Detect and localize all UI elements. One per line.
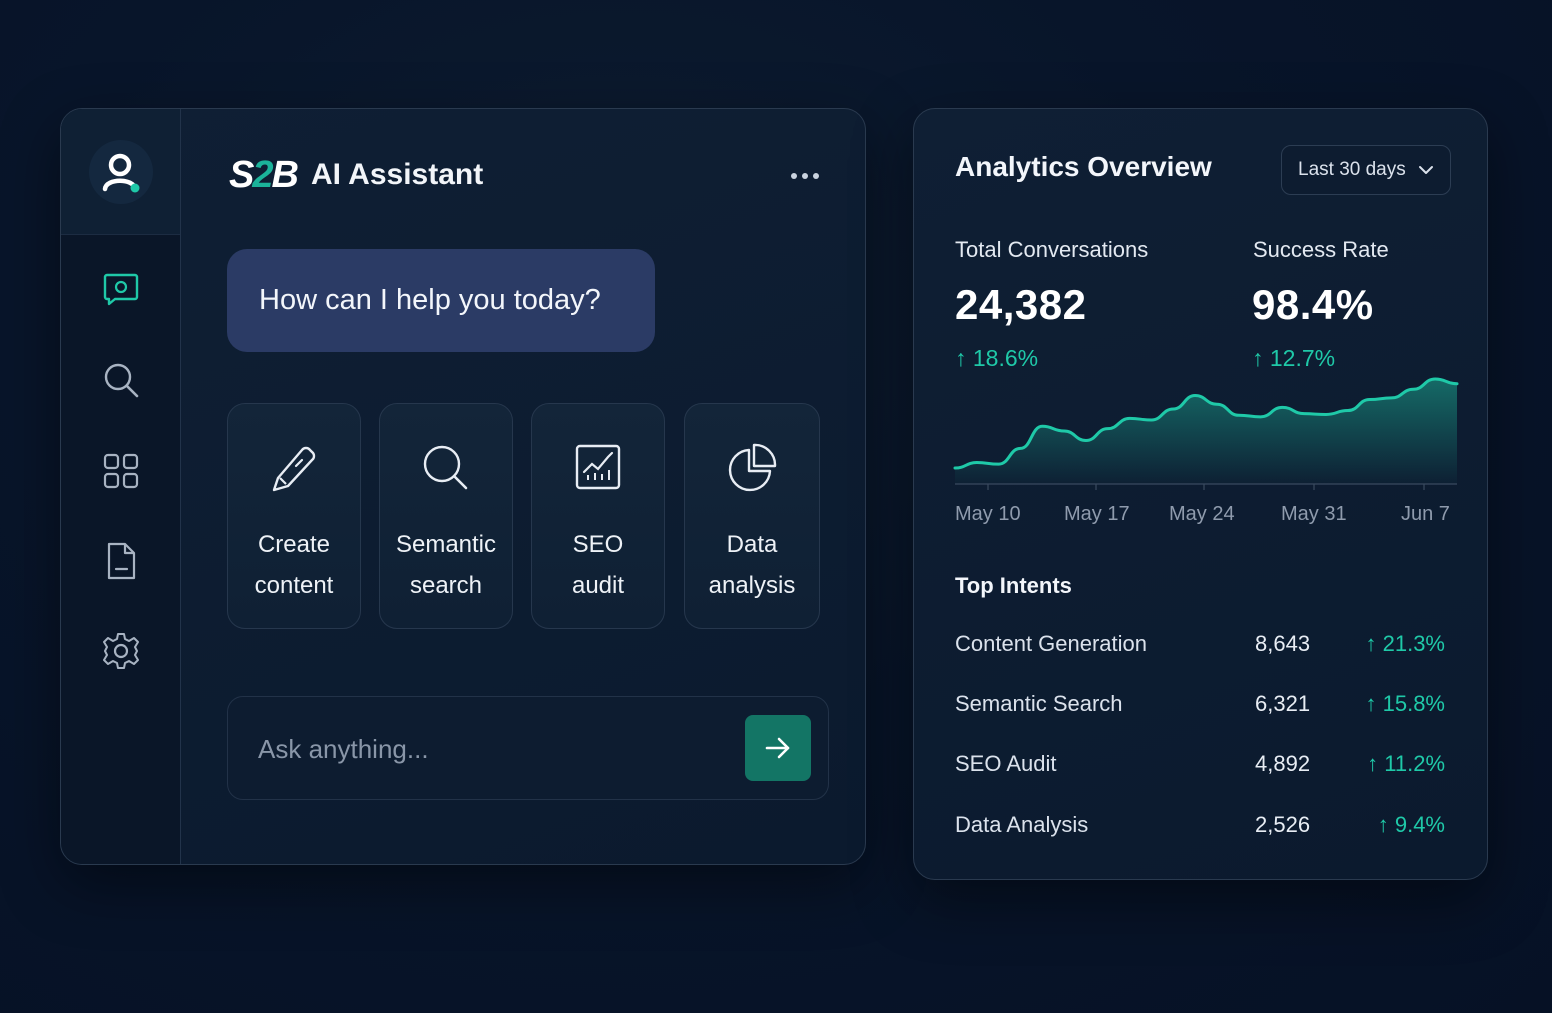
x-axis-ticks <box>987 484 1425 490</box>
intent-name: Data Analysis <box>955 812 1089 837</box>
stat-label-success-rate: Success Rate <box>1253 237 1389 262</box>
assistant-header: S2B AI Assistant <box>229 153 483 197</box>
action-label-line1: Data <box>726 531 778 558</box>
stat-delta-success-rate: ↑ 12.7% <box>1252 345 1336 371</box>
intent-count: 2,526 <box>1255 812 1311 837</box>
greeting-bubble: How can I help you today? <box>227 249 655 352</box>
intent-delta: ↑ 15.8% <box>1365 691 1446 716</box>
intent-count: 6,321 <box>1255 691 1311 716</box>
gear-icon[interactable] <box>101 631 141 671</box>
date-range-select[interactable]: Last 30 days <box>1281 145 1451 195</box>
action-label-line2: analysis <box>708 572 796 599</box>
sidebar <box>61 109 181 864</box>
x-tick-label: May 17 <box>1064 503 1130 525</box>
stat-delta-total-conversations: ↑ 18.6% <box>955 345 1039 371</box>
action-label-line1: Semantic <box>395 531 497 558</box>
date-range-value: Last 30 days <box>1298 159 1406 180</box>
brand-logo: S2B <box>229 153 299 196</box>
send-button[interactable] <box>745 715 811 781</box>
intent-name: Content Generation <box>955 631 1148 656</box>
intent-count: 8,643 <box>1255 631 1311 656</box>
analytics-title: Analytics Overview <box>955 151 1212 182</box>
document-icon[interactable] <box>101 541 141 581</box>
intent-delta: ↑ 21.3% <box>1365 631 1446 656</box>
stat-value-success-rate: 98.4% <box>1252 281 1374 328</box>
chart-line <box>953 377 1459 470</box>
intent-delta: ↑ 9.4% <box>1377 812 1445 837</box>
pie-chart-icon <box>724 440 780 496</box>
x-tick-label: May 31 <box>1281 503 1347 525</box>
intent-count: 4,892 <box>1255 751 1311 776</box>
sidebar-header <box>61 109 180 235</box>
x-tick-label: May 24 <box>1169 503 1235 525</box>
search-icon <box>418 440 474 496</box>
more-horizontal-icon[interactable] <box>791 169 831 183</box>
intent-name: SEO Audit <box>955 751 1057 776</box>
arrow-right-icon <box>765 737 790 759</box>
assistant-panel: S2B AI Assistant How can I help you toda… <box>60 108 866 865</box>
action-label-line1: SEO <box>572 531 624 558</box>
action-card-create-content[interactable]: Create content <box>227 403 361 629</box>
action-card-data-analysis[interactable]: Data analysis <box>684 403 820 629</box>
grid-icon[interactable] <box>101 451 141 491</box>
x-tick-label: Jun 7 <box>1401 503 1450 525</box>
chat-icon[interactable] <box>101 269 141 309</box>
assistant-title: AI Assistant <box>310 158 484 191</box>
action-label-line2: audit <box>571 572 625 599</box>
analytics-panel: Analytics Overview Last 30 days Total Co… <box>913 108 1488 880</box>
trend-chart-icon <box>570 440 626 496</box>
chart-area <box>955 379 1457 484</box>
action-label-line2: search <box>409 572 483 599</box>
action-label-line2: content <box>254 572 334 599</box>
intent-row: Semantic Search 6,321 ↑ 15.8% <box>955 683 1445 723</box>
pencil-icon <box>266 440 322 496</box>
action-label-line1: Create <box>257 531 331 558</box>
user-avatar-icon[interactable] <box>88 139 153 204</box>
chevron-down-icon <box>1418 166 1433 174</box>
action-card-semantic-search[interactable]: Semantic search <box>379 403 513 629</box>
intent-delta: ↑ 11.2% <box>1367 751 1445 776</box>
search-icon[interactable] <box>101 360 141 400</box>
intent-name: Semantic Search <box>955 691 1123 716</box>
conversations-area-chart <box>953 377 1459 490</box>
action-card-seo-audit[interactable]: SEO audit <box>531 403 665 629</box>
intent-row: SEO Audit 4,892 ↑ 11.2% <box>955 743 1445 783</box>
ask-input[interactable] <box>258 727 728 771</box>
intent-row: Data Analysis 2,526 ↑ 9.4% <box>955 804 1445 844</box>
ask-box <box>227 696 829 800</box>
intent-row: Content Generation 8,643 ↑ 21.3% <box>955 623 1445 663</box>
stat-label-total-conversations: Total Conversations <box>955 237 1149 262</box>
top-intents-title: Top Intents <box>955 573 1072 598</box>
x-tick-label: May 10 <box>955 503 1021 525</box>
stat-value-total-conversations: 24,382 <box>955 281 1087 328</box>
